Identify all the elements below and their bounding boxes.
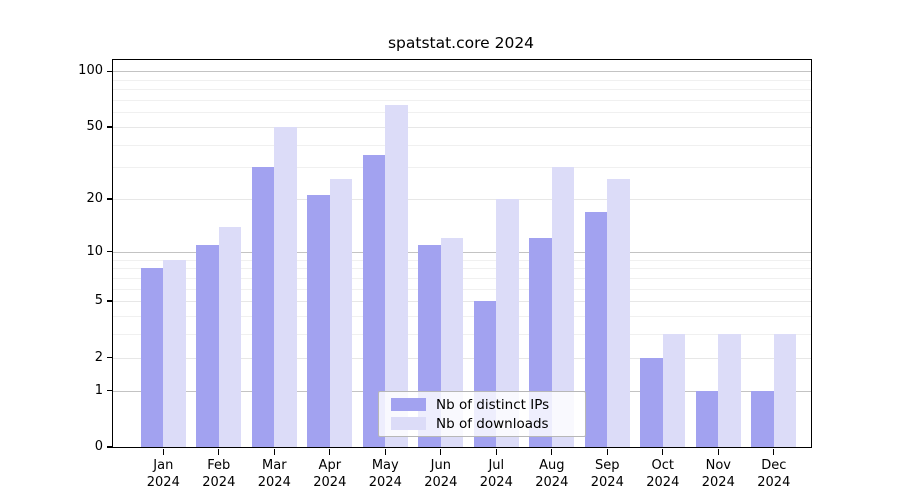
x-tick-mark-mar xyxy=(273,448,275,455)
legend-item-downloads: Nb of downloads xyxy=(379,416,585,432)
bar-may-distinct-ips xyxy=(362,155,386,447)
y-tick-mark-2 xyxy=(107,356,113,359)
y-tick-label-100: 100 xyxy=(78,63,103,79)
gridline-60 xyxy=(113,112,811,114)
bar-aug-downloads xyxy=(551,167,575,447)
y-tick-mark-20 xyxy=(107,198,113,200)
bar-jan-downloads xyxy=(163,259,186,447)
bar-nov-downloads xyxy=(718,334,741,447)
gridline-20 xyxy=(113,199,811,201)
bar-dec-distinct-ips xyxy=(751,390,774,447)
gridline-50 xyxy=(113,126,811,128)
x-tick-mark-jul xyxy=(495,448,497,455)
y-tick-mark-5 xyxy=(107,300,113,302)
x-tick-mark-may xyxy=(384,448,386,455)
y-tick-label-20: 20 xyxy=(86,191,103,207)
y-tick-label-10: 10 xyxy=(86,243,103,259)
legend-swatch-downloads xyxy=(391,417,426,430)
x-tick-mark-oct xyxy=(662,448,664,455)
bar-mar-distinct-ips xyxy=(251,167,275,447)
gridline-40 xyxy=(113,144,811,146)
y-tick-mark-10 xyxy=(107,251,113,253)
x-tick-label-may: May 2024 xyxy=(368,458,402,490)
legend: Nb of distinct IPs Nb of downloads xyxy=(378,391,586,437)
bar-dec-downloads xyxy=(773,334,797,447)
x-tick-label-apr: Apr 2024 xyxy=(313,458,347,490)
x-tick-mark-jun xyxy=(440,448,442,455)
gridline-100 xyxy=(113,71,811,73)
x-tick-label-jan: Jan 2024 xyxy=(146,458,180,490)
x-tick-mark-aug xyxy=(551,448,553,455)
gridline-80 xyxy=(113,89,811,91)
legend-label-distinct-ips: Nb of distinct IPs xyxy=(436,396,550,413)
x-tick-mark-apr xyxy=(329,448,331,455)
bar-apr-downloads xyxy=(329,178,353,447)
x-tick-label-sep: Sep 2024 xyxy=(590,458,624,490)
bar-jan-distinct-ips xyxy=(140,268,164,447)
bar-nov-distinct-ips xyxy=(695,390,719,447)
y-tick-mark-0 xyxy=(107,446,113,448)
x-tick-label-mar: Mar 2024 xyxy=(257,458,291,490)
x-tick-label-dec: Dec 2024 xyxy=(757,458,791,490)
x-tick-mark-feb xyxy=(218,448,220,455)
bar-jul-downloads xyxy=(496,199,519,447)
legend-item-distinct-ips: Nb of distinct IPs xyxy=(379,397,585,413)
y-tick-label-2: 2 xyxy=(94,349,103,365)
bar-sep-distinct-ips xyxy=(584,211,608,447)
y-tick-label-50: 50 xyxy=(86,118,103,134)
y-tick-mark-50 xyxy=(107,126,113,128)
x-tick-mark-dec xyxy=(773,448,775,455)
bar-sep-downloads xyxy=(607,178,630,447)
y-tick-label-5: 5 xyxy=(94,293,103,309)
x-tick-mark-jan xyxy=(162,448,164,455)
x-tick-label-jul: Jul 2024 xyxy=(479,458,513,490)
x-tick-mark-nov xyxy=(717,448,719,455)
bar-oct-downloads xyxy=(662,334,686,447)
plot-area: 0 1 2 5 10 20 50 100 Jan 2024 Feb 2024 Mar 2024 Apr 20… xyxy=(78,59,812,490)
x-tick-label-nov: Nov 2024 xyxy=(701,458,735,490)
bar-oct-distinct-ips xyxy=(640,357,663,447)
x-tick-mark-sep xyxy=(606,448,608,455)
bar-mar-downloads xyxy=(274,126,297,447)
gridline-70 xyxy=(113,100,811,101)
gridline-90 xyxy=(113,79,811,81)
y-tick-mark-100 xyxy=(107,70,113,72)
y-tick-label-0: 0 xyxy=(94,439,103,454)
x-tick-label-feb: Feb 2024 xyxy=(202,458,236,490)
legend-swatch-distinct-ips xyxy=(391,398,426,411)
y-tick-label-1: 1 xyxy=(94,382,103,398)
x-tick-label-oct: Oct 2024 xyxy=(646,458,680,490)
y-tick-mark-1 xyxy=(107,389,113,392)
bar-feb-downloads xyxy=(218,226,242,447)
legend-label-downloads: Nb of downloads xyxy=(436,415,549,432)
bar-may-downloads xyxy=(385,104,408,447)
x-tick-label-jun: Jun 2024 xyxy=(424,458,458,490)
chart-title: spatstat.core 2024 xyxy=(387,34,535,52)
x-tick-label-aug: Aug 2024 xyxy=(535,458,569,490)
bar-apr-distinct-ips xyxy=(307,195,330,447)
bar-feb-distinct-ips xyxy=(196,244,219,447)
gridline-30 xyxy=(113,167,811,169)
